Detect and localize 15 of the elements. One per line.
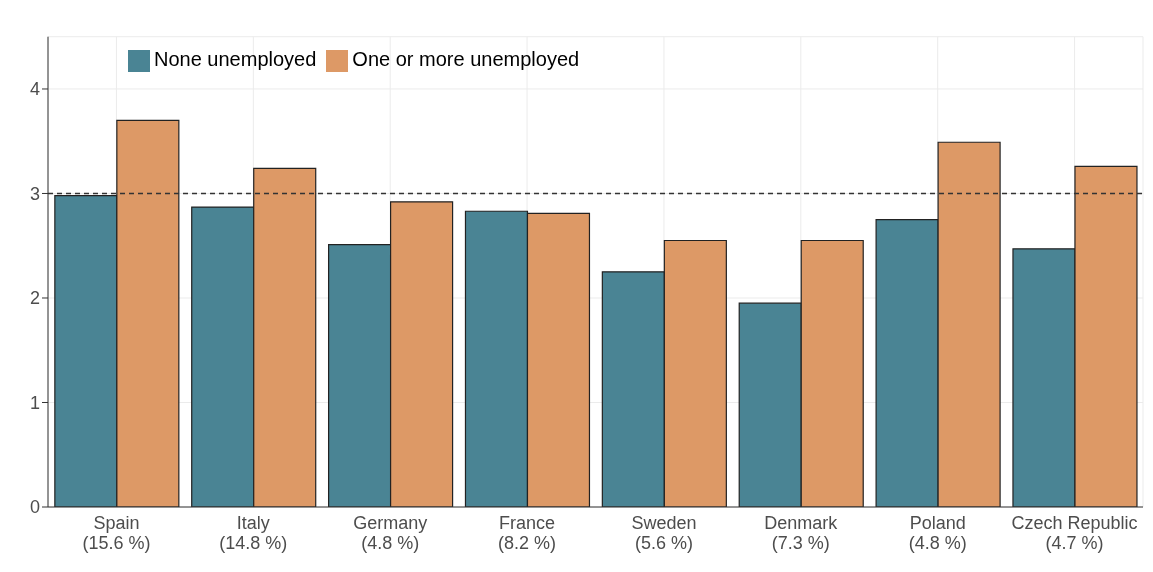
x-tick-label: Germany (4.8 %) [353, 513, 428, 553]
legend-label: None unemployed [154, 48, 317, 70]
y-tick-label: 3 [29, 183, 40, 204]
x-tick-label: Poland (4.8 %) [908, 513, 967, 553]
x-tick-label: France (8.2 %) [498, 513, 557, 553]
x-tick-label: Italy (14.8 %) [219, 513, 288, 553]
x-tick-label: Spain (15.6 %) [82, 513, 151, 553]
x-tick-label: Sweden (5.6 %) [631, 513, 697, 553]
y-tick-label: 4 [29, 79, 40, 100]
legend-label: One or more unemployed [352, 48, 580, 70]
x-tick-label: Denmark (7.3 %) [764, 513, 839, 553]
x-tick-label: Czech Republic (4.7 %) [1011, 513, 1138, 553]
y-tick-label: 1 [29, 392, 40, 413]
y-tick-label: 0 [29, 497, 40, 518]
y-tick-label: 2 [29, 288, 40, 309]
